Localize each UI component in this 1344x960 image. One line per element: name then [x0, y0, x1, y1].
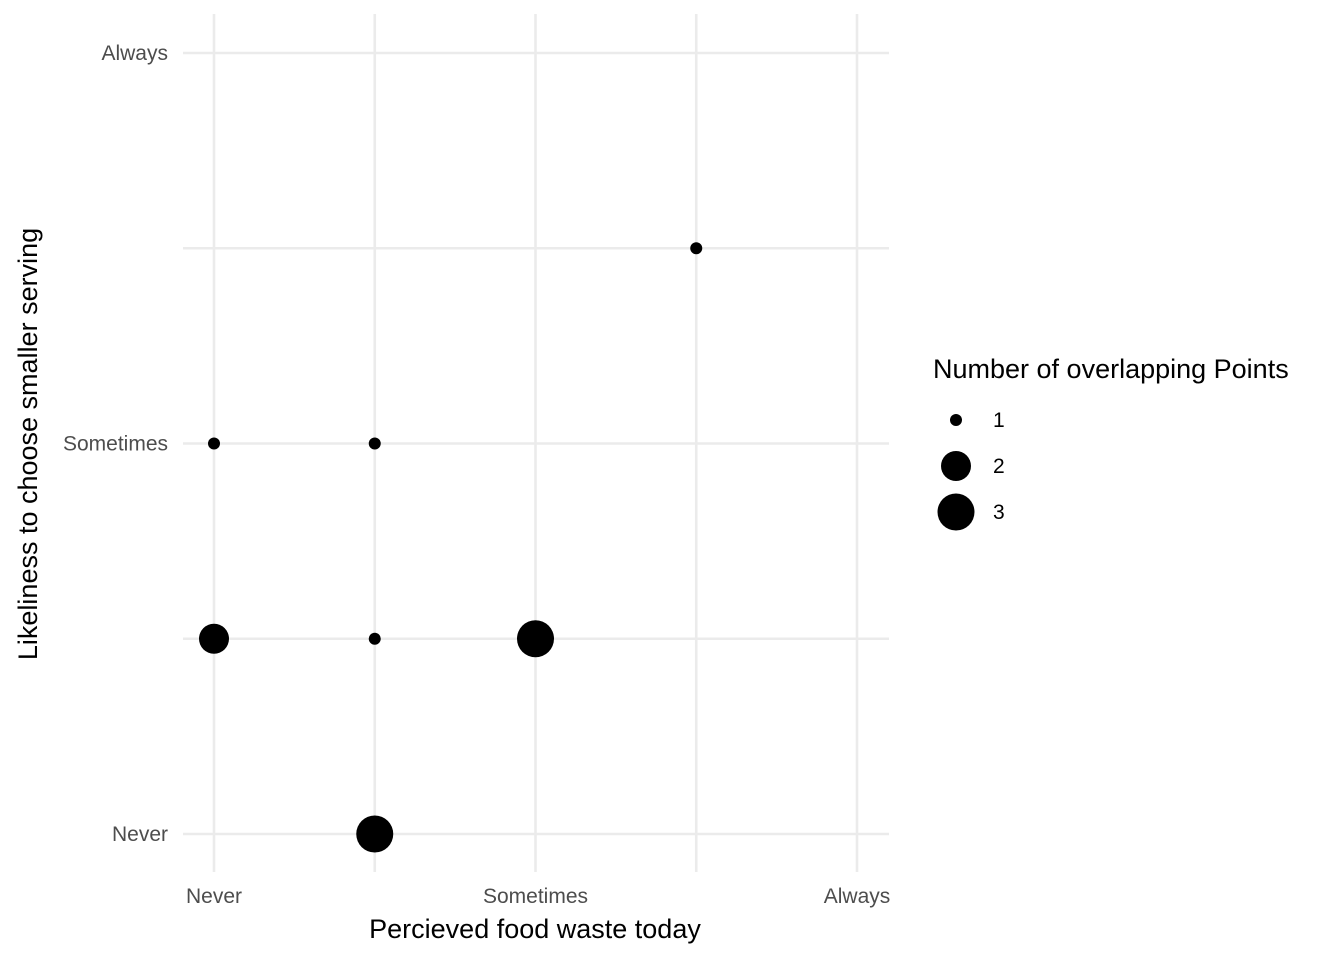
x-axis-ticks: Never Sometimes Always — [186, 885, 890, 908]
legend-label: 1 — [993, 409, 1005, 432]
data-points — [199, 242, 703, 853]
legend-key — [937, 493, 975, 531]
data-point — [517, 620, 554, 658]
y-axis-ticks: Never Sometimes Always — [63, 42, 168, 846]
y-tick-label: Sometimes — [63, 433, 168, 456]
data-point — [208, 437, 220, 450]
x-tick-label: Always — [824, 885, 891, 908]
legend-label: 3 — [993, 501, 1005, 524]
legend-key — [950, 414, 962, 426]
legend-key — [941, 451, 971, 481]
legend-label: 2 — [993, 455, 1005, 478]
y-axis-title: Likeliness to choose smaller serving — [13, 228, 43, 660]
data-point — [690, 242, 703, 255]
legend-title: Number of overlapping Points — [933, 354, 1289, 384]
data-point — [368, 437, 381, 450]
grid — [183, 14, 889, 872]
data-point — [368, 632, 381, 645]
data-point — [356, 815, 394, 853]
x-tick-label: Sometimes — [483, 885, 588, 908]
x-axis-title: Percieved food waste today — [369, 914, 701, 944]
y-tick-label: Always — [101, 42, 168, 65]
legend: Number of overlapping Points 1 2 3 — [933, 354, 1289, 531]
y-tick-label: Never — [112, 823, 168, 846]
data-point — [199, 623, 229, 654]
x-tick-label: Never — [186, 885, 242, 908]
